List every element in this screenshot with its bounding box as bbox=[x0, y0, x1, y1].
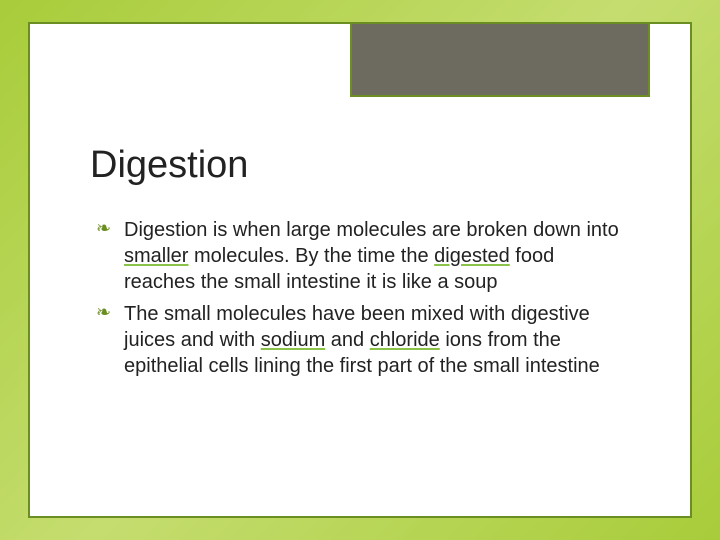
bullet-item: Digestion is when large molecules are br… bbox=[104, 217, 630, 295]
body-text: molecules. By the time the bbox=[188, 245, 434, 267]
bullet-list: Digestion is when large molecules are br… bbox=[90, 217, 630, 379]
keyword-text: digested bbox=[434, 245, 510, 267]
keyword-text: sodium bbox=[261, 329, 325, 351]
slide-content: Digestion Digestion is when large molecu… bbox=[90, 144, 630, 385]
body-text: and bbox=[325, 329, 369, 351]
body-text: Digestion is when large molecules are br… bbox=[124, 219, 619, 241]
bullet-item: The small molecules have been mixed with… bbox=[104, 301, 630, 379]
keyword-text: chloride bbox=[370, 329, 440, 351]
slide-title: Digestion bbox=[90, 144, 630, 187]
slide-frame: Digestion Digestion is when large molecu… bbox=[28, 22, 692, 518]
header-decor-box bbox=[350, 22, 650, 97]
keyword-text: smaller bbox=[124, 245, 188, 267]
